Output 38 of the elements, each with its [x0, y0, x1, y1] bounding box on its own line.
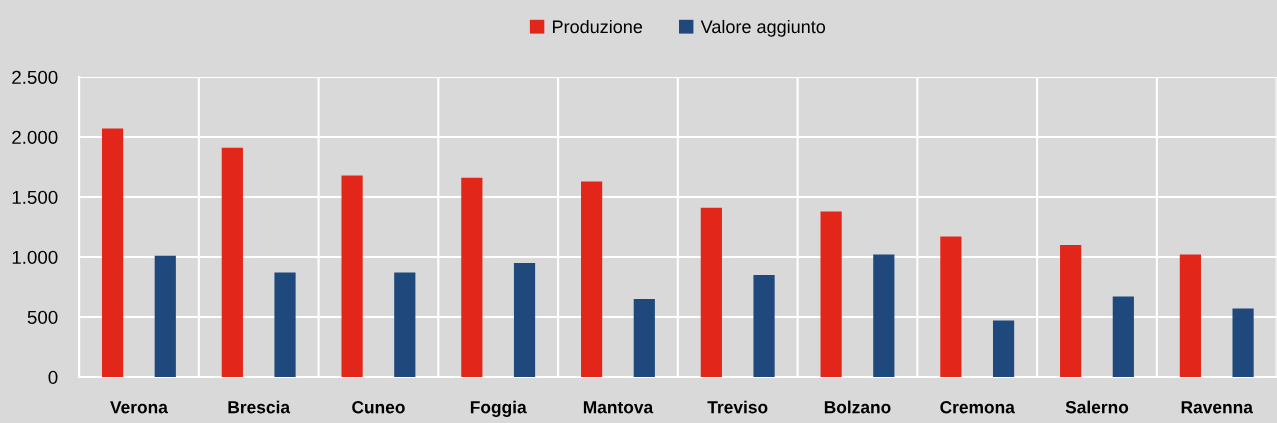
- bar: [633, 299, 655, 378]
- bar: [154, 255, 176, 378]
- x-tick-label: Verona: [110, 401, 168, 414]
- x-tick-label: Cuneo: [352, 401, 405, 414]
- x-tick-label: Bolzano: [824, 400, 891, 414]
- y-tick-label: 0: [48, 370, 58, 384]
- bar: [753, 275, 775, 378]
- bar: [341, 175, 363, 378]
- bar: [940, 236, 962, 378]
- y-tick-label: 500: [27, 310, 58, 324]
- y-tick-label: 1.500: [12, 190, 58, 204]
- bar: [1179, 254, 1201, 378]
- bar: [581, 181, 603, 378]
- bar: [513, 263, 536, 378]
- x-tick-label: Ravenna: [1181, 401, 1254, 414]
- bar: [873, 254, 895, 378]
- bar: [820, 211, 842, 378]
- x-tick-label: Salerno: [1065, 400, 1129, 414]
- bar: [394, 272, 416, 378]
- legend-label: Produzione: [553, 19, 643, 34]
- bar: [461, 177, 483, 378]
- y-tick-label: 2.500: [12, 70, 58, 84]
- x-tick-label: Treviso: [707, 400, 768, 414]
- bar: [101, 128, 124, 378]
- legend-label: Valore aggiunto: [700, 19, 826, 37]
- x-tick-label: Foggia: [470, 400, 527, 417]
- bar: [992, 320, 1015, 378]
- x-tick-label: Cremona: [940, 401, 1015, 414]
- x-tick-label: Brescia: [228, 400, 291, 414]
- bar: [1060, 245, 1082, 378]
- bar: [274, 272, 296, 378]
- y-tick-label: 1.000: [12, 250, 58, 264]
- x-tick-label: Mantova: [583, 401, 654, 414]
- bar: [1232, 308, 1254, 378]
- bar: [1112, 296, 1134, 378]
- bar: [700, 207, 722, 378]
- y-tick-label: 2.000: [12, 130, 58, 144]
- bar: [221, 147, 243, 378]
